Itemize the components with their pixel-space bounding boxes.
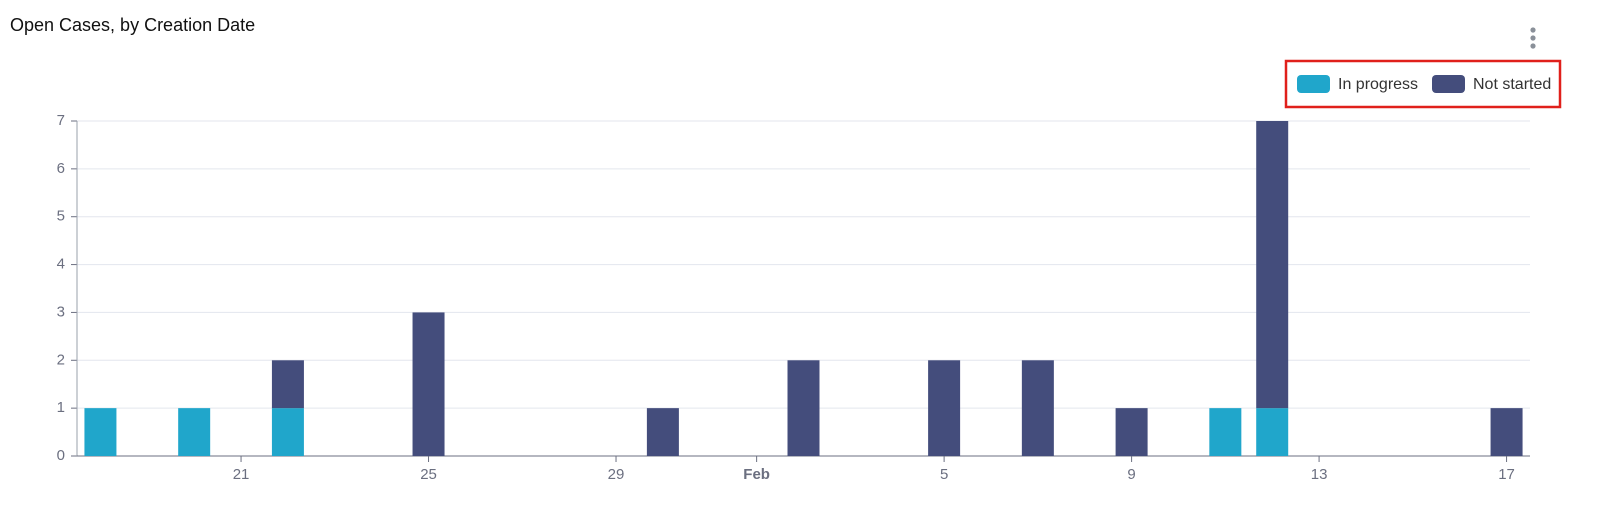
bar-segment bbox=[1256, 121, 1289, 409]
x-tick-label: Feb bbox=[743, 466, 770, 483]
bar-segment bbox=[787, 360, 820, 456]
legend-label: In progress bbox=[1338, 76, 1418, 93]
x-tick-label: 5 bbox=[940, 466, 948, 483]
menu-dot bbox=[1530, 35, 1536, 41]
y-tick-label: 5 bbox=[57, 208, 65, 225]
y-tick-label: 4 bbox=[57, 256, 65, 273]
x-tick-label: 17 bbox=[1498, 466, 1515, 483]
bar-segment bbox=[178, 408, 211, 456]
y-tick-label: 1 bbox=[57, 399, 65, 416]
bar-segment bbox=[271, 408, 304, 456]
x-tick-label: 9 bbox=[1127, 466, 1135, 483]
bar-segment bbox=[1115, 408, 1148, 456]
y-tick-label: 6 bbox=[57, 160, 65, 177]
bar-segment bbox=[646, 408, 679, 456]
chart-title: Open Cases, by Creation Date bbox=[10, 15, 255, 35]
legend-swatch bbox=[1297, 75, 1330, 93]
menu-dot bbox=[1530, 43, 1536, 49]
x-tick-label: 13 bbox=[1311, 466, 1328, 483]
bar-segment bbox=[271, 360, 304, 409]
x-tick-label: 29 bbox=[608, 466, 625, 483]
menu-dot bbox=[1530, 27, 1536, 33]
bar-segment bbox=[84, 408, 117, 456]
bar-segment bbox=[928, 360, 961, 456]
bar-segment bbox=[1021, 360, 1054, 456]
bar-segment bbox=[1209, 408, 1242, 456]
x-tick-label: 25 bbox=[420, 466, 437, 483]
y-tick-label: 0 bbox=[57, 447, 65, 464]
highlight-box bbox=[1284, 59, 1562, 109]
y-tick-label: 2 bbox=[57, 351, 65, 368]
x-tick-label: 21 bbox=[233, 466, 250, 483]
y-tick-label: 7 bbox=[57, 112, 65, 129]
bar-segment bbox=[1490, 408, 1523, 456]
menu-button[interactable] bbox=[1530, 27, 1536, 49]
y-tick-label: 3 bbox=[57, 303, 65, 320]
bar-segment bbox=[412, 312, 445, 456]
legend-swatch bbox=[1432, 75, 1465, 93]
bar-segment bbox=[1256, 408, 1289, 456]
legend-label: Not started bbox=[1473, 76, 1551, 93]
